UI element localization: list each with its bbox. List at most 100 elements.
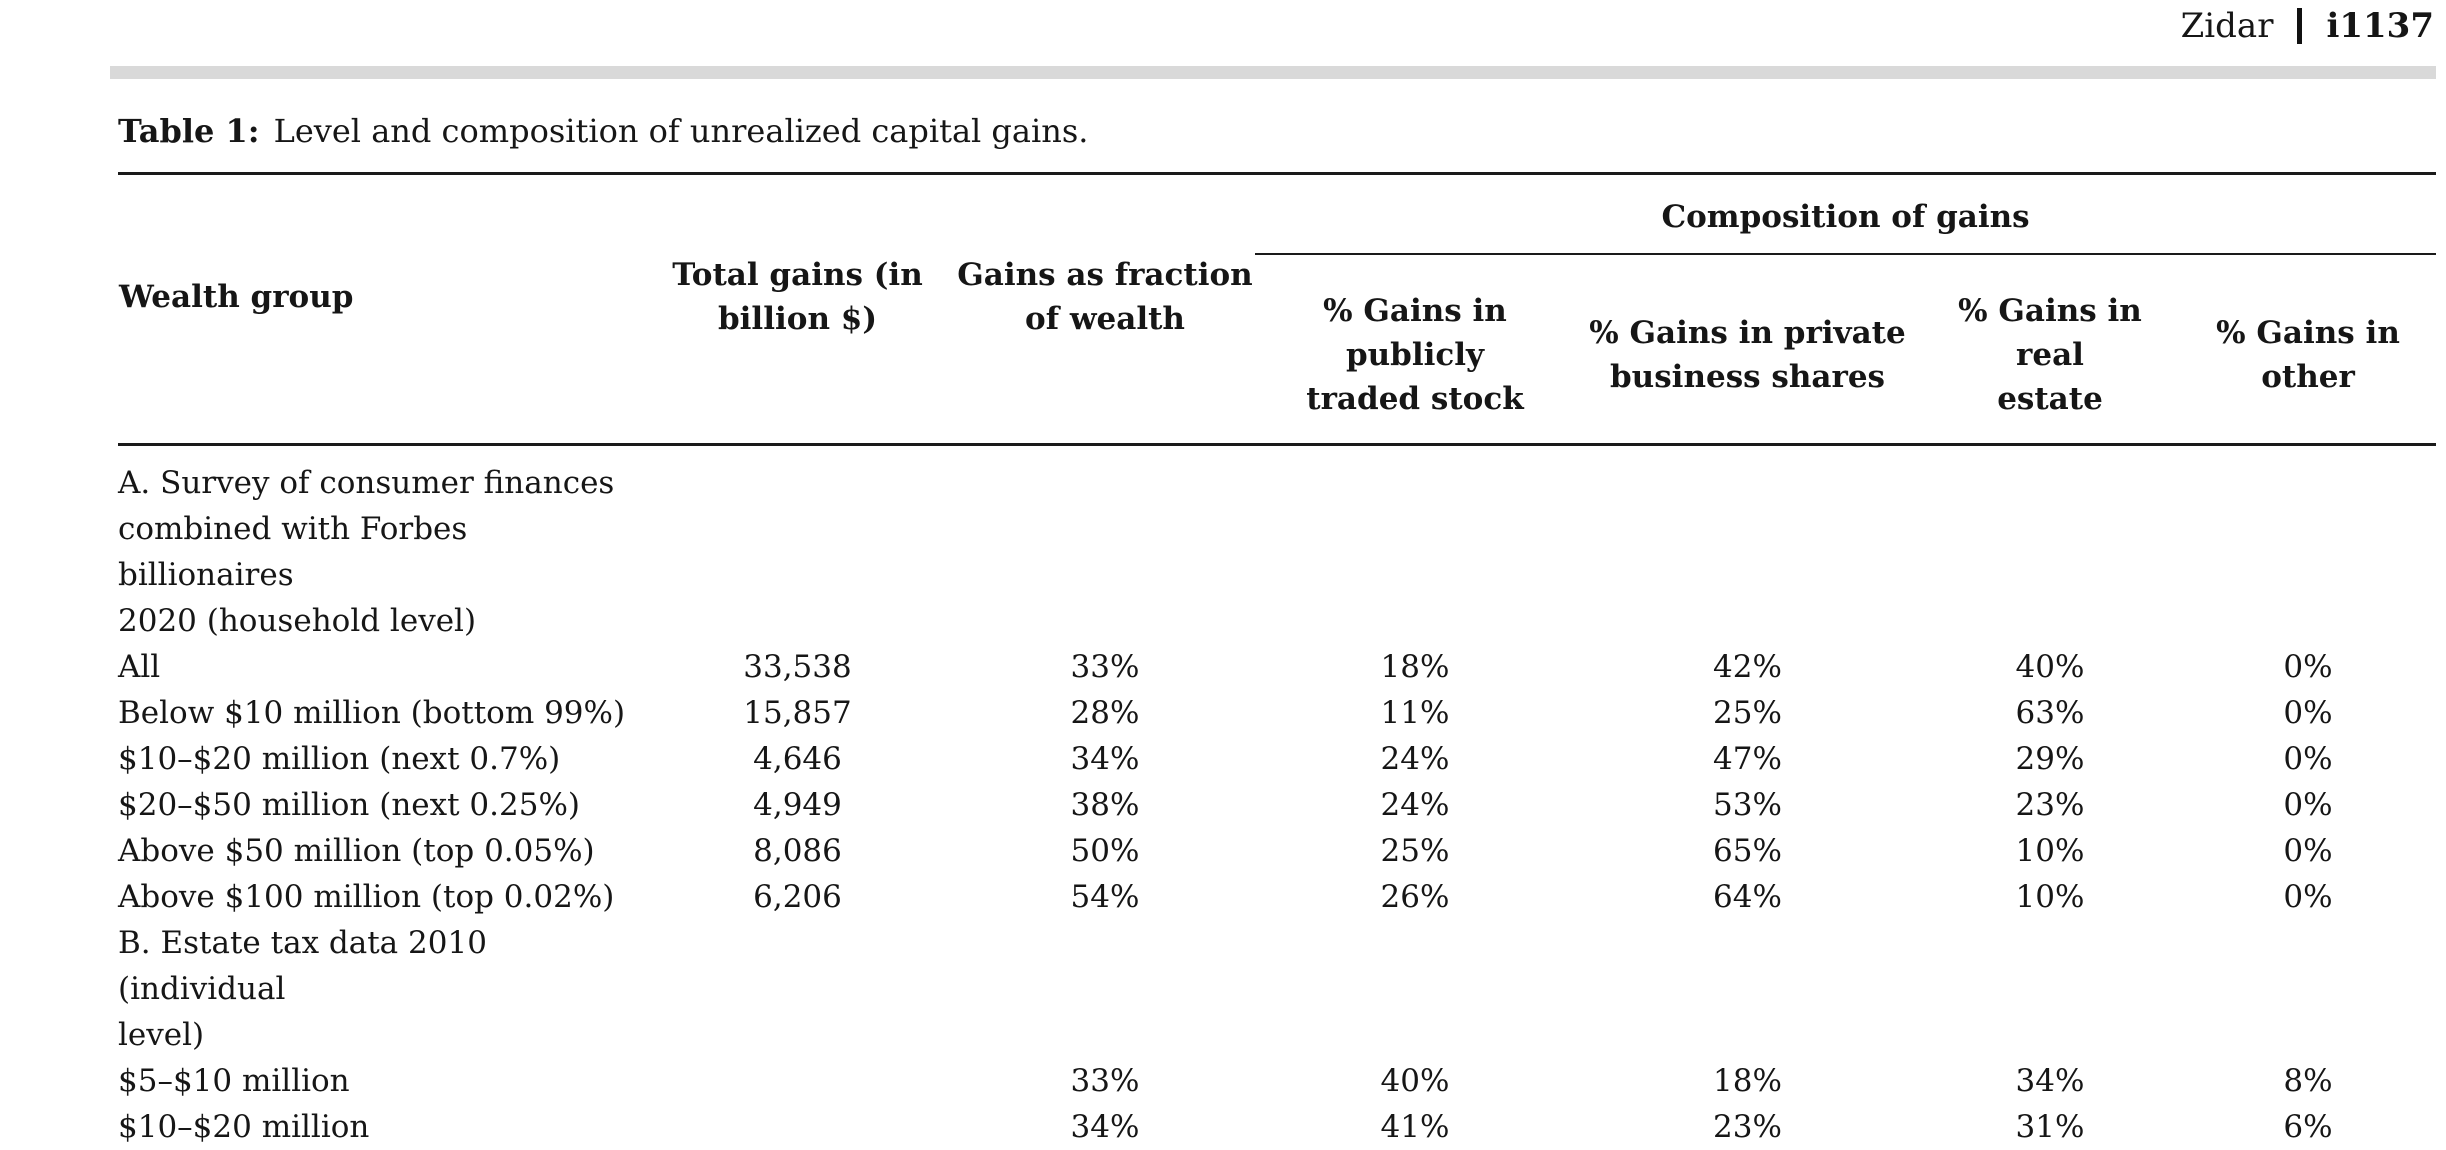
cell-gains-fraction: 54% bbox=[1070, 879, 1140, 915]
cell-gains-fraction: 28% bbox=[1070, 695, 1140, 731]
cell-real-estate: 34% bbox=[2015, 1063, 2085, 1099]
cell-publicly-traded: 26% bbox=[1380, 879, 1450, 915]
cell-gains-fraction: 34% bbox=[1070, 1109, 1140, 1145]
cell-total-gains: 8,086 bbox=[753, 833, 842, 869]
cell-private-business: 42% bbox=[1713, 649, 1782, 685]
cell-wealth-group: $10–$20 million bbox=[118, 1109, 370, 1145]
table-row: Above $50 million (top 0.05%) 8,086 50% 25%… bbox=[118, 828, 2436, 874]
col-header-other: % Gains in other bbox=[2216, 315, 2400, 395]
cell-publicly-traded bbox=[1255, 920, 1575, 1058]
cell-gains-fraction bbox=[955, 445, 1255, 645]
cell-total-gains: 33,538 bbox=[743, 649, 852, 685]
cell-other: 0% bbox=[2283, 833, 2333, 869]
cell-gains-fraction: 50% bbox=[1070, 833, 1140, 869]
cell-wealth-group: Above $100 million (top 0.02%) bbox=[118, 879, 615, 915]
cell-private-business: 65% bbox=[1713, 833, 1782, 869]
table-title-text: Level and composition of unrealized capi… bbox=[273, 112, 1089, 150]
cell-real-estate: 23% bbox=[2015, 787, 2085, 823]
col-header-private-business: % Gains in private business shares bbox=[1589, 315, 1906, 395]
cell-real-estate: 40% bbox=[2015, 649, 2085, 685]
cell-total-gains: 4,949 bbox=[753, 787, 842, 823]
cell-wealth-group: Above $50 million (top 0.05%) bbox=[118, 833, 595, 869]
cell-other: 0% bbox=[2283, 741, 2333, 777]
cell-total-gains bbox=[640, 1058, 955, 1104]
divider-bar bbox=[110, 66, 2436, 79]
cell-wealth-group: B. Estate tax data 2010 (individual leve… bbox=[118, 925, 487, 1053]
cell-gains-fraction bbox=[955, 920, 1255, 1058]
table-row: $10–$20 million (next 0.7%) 4,646 34% 24% 47… bbox=[118, 736, 2436, 782]
cell-private-business: 47% bbox=[1713, 741, 1782, 777]
table-row: All 33,538 33% 18% 42% 40% 0% bbox=[118, 644, 2436, 690]
table-row: $10–$20 million 34% 41% 23% 31% 6% bbox=[118, 1104, 2436, 1150]
cell-publicly-traded: 18% bbox=[1380, 649, 1450, 685]
cell-publicly-traded: 25% bbox=[1380, 833, 1450, 869]
col-header-real-estate: % Gains in real estate bbox=[1958, 293, 2142, 417]
cell-real-estate: 31% bbox=[2015, 1109, 2085, 1145]
table-body: A. Survey of consumer finances combined … bbox=[118, 445, 2436, 1150]
table-section: Table 1: Level and composition of unreali… bbox=[118, 110, 2437, 1150]
cell-publicly-traded bbox=[1255, 445, 1575, 645]
cell-gains-fraction: 38% bbox=[1070, 787, 1140, 823]
cell-private-business: 64% bbox=[1713, 879, 1782, 915]
col-header-wealth-group: Wealth group bbox=[119, 278, 354, 315]
cell-other bbox=[2180, 920, 2436, 1058]
unrealized-gains-table: Wealth group Total gains (in billion $) … bbox=[118, 172, 2437, 1150]
table-title: Table 1: Level and composition of unreali… bbox=[118, 110, 2436, 152]
cell-other: 0% bbox=[2283, 787, 2333, 823]
cell-publicly-traded: 41% bbox=[1380, 1109, 1450, 1145]
cell-private-business: 23% bbox=[1713, 1109, 1782, 1145]
cell-wealth-group: $10–$20 million (next 0.7%) bbox=[118, 741, 561, 777]
table-row: Above $100 million (top 0.02%) 6,206 54% 26… bbox=[118, 874, 2436, 920]
cell-private-business: 25% bbox=[1713, 695, 1782, 731]
cell-private-business bbox=[1575, 445, 1920, 645]
table-title-label: Table 1: bbox=[118, 112, 260, 150]
cell-wealth-group: $20–$50 million (next 0.25%) bbox=[118, 787, 581, 823]
cell-other: 0% bbox=[2283, 695, 2333, 731]
cell-private-business: 18% bbox=[1713, 1063, 1782, 1099]
cell-wealth-group: All bbox=[118, 649, 161, 685]
col-header-publicly-traded: % Gains in publicly traded stock bbox=[1306, 293, 1524, 417]
panel-label-row: A. Survey of consumer finances combined … bbox=[118, 445, 2436, 645]
cell-total-gains: 4,646 bbox=[753, 741, 842, 777]
cell-gains-fraction: 33% bbox=[1070, 1063, 1140, 1099]
cell-other bbox=[2180, 445, 2436, 645]
cell-publicly-traded: 40% bbox=[1380, 1063, 1450, 1099]
cell-private-business bbox=[1575, 920, 1920, 1058]
cell-real-estate: 10% bbox=[2015, 879, 2085, 915]
cell-real-estate bbox=[1920, 445, 2180, 645]
col-header-total-gains: Total gains (in billion $) bbox=[672, 256, 923, 337]
panel-label-row: B. Estate tax data 2010 (individual leve… bbox=[118, 920, 2436, 1058]
composition-of-gains-header: Composition of gains bbox=[1255, 173, 2437, 255]
cell-publicly-traded: 24% bbox=[1380, 787, 1450, 823]
running-header: Zidar i1137 bbox=[2181, 4, 2434, 48]
cell-other: 0% bbox=[2283, 649, 2333, 685]
header-row-top: Wealth group Total gains (in billion $) … bbox=[118, 173, 2437, 337]
separator-bar bbox=[2297, 8, 2303, 44]
cell-real-estate: 29% bbox=[2015, 741, 2085, 777]
table-head: Wealth group Total gains (in billion $) … bbox=[118, 173, 2437, 445]
cell-total-gains: 6,206 bbox=[753, 879, 842, 915]
table-row: Below $10 million (bottom 99%) 15,857 28% 1… bbox=[118, 690, 2436, 736]
cell-other: 8% bbox=[2283, 1063, 2333, 1099]
cell-gains-fraction: 33% bbox=[1070, 649, 1140, 685]
cell-wealth-group: Below $10 million (bottom 99%) bbox=[118, 695, 626, 731]
table-row: $20–$50 million (next 0.25%) 4,949 38% 24% 5… bbox=[118, 782, 2436, 828]
cell-real-estate bbox=[1920, 920, 2180, 1058]
cell-publicly-traded: 24% bbox=[1380, 741, 1450, 777]
header-row-sub: % Gains in publicly traded stock % Gains… bbox=[118, 254, 2436, 445]
cell-total-gains bbox=[640, 1104, 955, 1150]
table-row: $5–$10 million 33% 40% 18% 34% 8% bbox=[118, 1058, 2436, 1104]
cell-real-estate: 10% bbox=[2015, 833, 2085, 869]
cell-wealth-group: A. Survey of consumer finances combined … bbox=[118, 465, 615, 639]
cell-gains-fraction: 34% bbox=[1070, 741, 1140, 777]
cell-other: 0% bbox=[2283, 879, 2333, 915]
paper-id: i1137 bbox=[2326, 6, 2434, 46]
cell-other: 6% bbox=[2283, 1109, 2333, 1145]
cell-total-gains bbox=[640, 920, 955, 1058]
col-header-gains-fraction: Gains as fraction of wealth bbox=[957, 256, 1253, 337]
cell-total-gains: 15,857 bbox=[743, 695, 852, 731]
cell-total-gains bbox=[640, 445, 955, 645]
cell-real-estate: 63% bbox=[2015, 695, 2085, 731]
cell-publicly-traded: 11% bbox=[1380, 695, 1450, 731]
